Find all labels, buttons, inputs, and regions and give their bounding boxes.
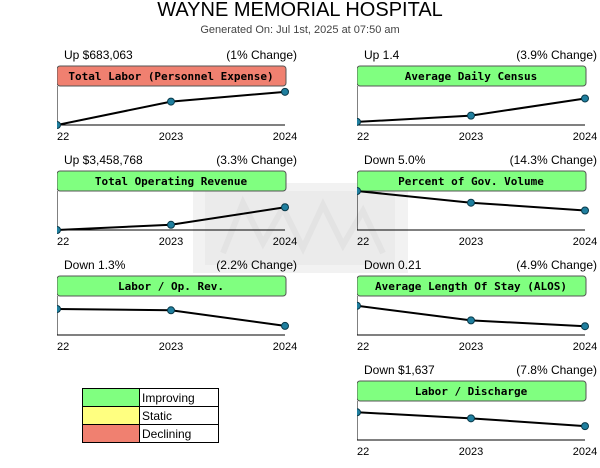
percent-change: (1% Change) [226,48,297,62]
data-point [357,301,361,310]
x-tick-label: 2022 [357,236,369,248]
title-box [57,275,287,297]
x-tick-label: 2024 [273,341,297,353]
chart-title: Total Labor (Personnel Expense) [68,70,273,83]
chart-total-operating-revenue: Total Operating Revenue $105M$110M202220… [57,170,297,248]
legend-swatch-static [82,406,140,425]
percent-change: (2.2% Change) [216,258,297,272]
x-tick-label: 2022 [57,236,69,248]
chart-labor-op-rev: Labor / Op. Rev. 60.0%61.0%62.0%63.0%202… [57,275,297,353]
change-text: Down 0.21 [364,258,422,272]
x-tick-label: 2023 [459,236,483,248]
x-tick-label: 2023 [459,341,483,353]
x-tick-label: 2022 [357,131,369,143]
x-tick-label: 2024 [573,446,597,458]
chart-average-daily-census: Average Daily Census 3638202220232024 [357,65,597,143]
data-point [581,322,589,331]
data-point [467,414,475,423]
x-tick-label: 2023 [159,341,183,353]
legend-swatch-improving [82,388,140,407]
panel-average-daily-census: Up 1.4 (3.9% Change) Average Daily Censu… [357,48,597,153]
title-box [357,65,587,87]
legend-row-improving: Improving [82,388,219,407]
chart-title: Percent of Gov. Volume [398,175,544,188]
data-point [167,220,175,229]
x-tick-label: 2022 [57,341,69,353]
percent-change: (14.3% Change) [509,153,597,167]
chart-title: Average Daily Census [405,70,537,83]
title-box [57,170,287,192]
chart-title: Average Length Of Stay (ALOS) [375,280,567,293]
data-point [281,87,289,96]
x-tick-label: 2024 [573,341,597,353]
report-title: WAYNE MEMORIAL HOSPITAL [157,0,443,21]
change-text: Down $1,637 [364,363,435,377]
panel-average-length-of-stay: Down 0.21 (4.9% Change) Average Length O… [357,258,597,363]
x-tick-label: 2024 [573,236,597,248]
chart-average-length-of-stay: Average Length Of Stay (ALOS) 4.04.24.42… [357,275,597,353]
data-point [281,203,289,212]
change-text: Up $3,458,768 [64,153,143,167]
legend-row-static: Static [82,406,219,425]
data-point [281,321,289,330]
x-tick-label: 2024 [273,236,297,248]
data-point [167,306,175,315]
x-tick-label: 2023 [459,131,483,143]
change-text: Up $683,063 [64,48,133,62]
x-tick-label: 2024 [273,131,297,143]
percent-change: (3.9% Change) [516,48,597,62]
legend-label-static: Static [139,406,219,425]
chart-percent-gov-volume: Percent of Gov. Volume 25.0%30.0%35.0%20… [357,170,597,248]
data-point [57,305,61,313]
change-text: Down 1.3% [64,258,126,272]
chart-title: Total Operating Revenue [95,175,248,188]
title-box [57,65,287,87]
x-tick-label: 2023 [459,446,483,458]
x-tick-label: 2023 [159,236,183,248]
x-tick-label: 2023 [159,131,183,143]
chart-labor-discharge: Labor / Discharge $18k$20k$22k2022202320… [357,380,597,458]
panel-total-labor: Up $683,063 (1% Change) Total Labor (Per… [57,48,297,153]
percent-change: (3.3% Change) [216,153,297,167]
percent-change: (7.8% Change) [516,363,597,377]
data-point [581,94,589,103]
change-text: Up 1.4 [364,48,400,62]
series-line [57,90,286,126]
panel-percent-gov-volume: Down 5.0% (14.3% Change) Percent of Gov.… [357,153,597,258]
title-box [357,275,587,297]
x-tick-label: 2022 [57,131,69,143]
panel-total-operating-revenue: Up $3,458,768 (3.3% Change) Total Operat… [57,153,297,258]
legend-row-declining: Declining [82,424,219,443]
data-point [467,316,475,325]
data-point [57,121,61,129]
legend-swatch-declining [82,424,140,443]
data-point [357,408,361,417]
data-point [167,97,175,106]
chart-title: Labor / Op. Rev. [118,280,224,293]
legend-label-improving: Improving [139,388,219,407]
title-box [357,170,587,192]
data-point [467,111,475,120]
data-point [581,422,589,431]
report-subtitle: Generated On: Jul 1st, 2025 at 07:50 am [200,24,400,36]
panel-labor-op-rev: Down 1.3% (2.2% Change) Labor / Op. Rev.… [57,258,297,363]
watermark-logo [193,183,408,273]
status-legend: Improving Static Declining [82,388,219,443]
legend-label-declining: Declining [139,424,219,443]
data-point [581,206,589,215]
x-tick-label: 2024 [573,131,597,143]
title-box [357,380,587,402]
panel-labor-discharge: Down $1,637 (7.8% Change) Labor / Discha… [357,363,597,468]
data-point [57,226,61,234]
chart-title: Labor / Discharge [415,385,528,398]
x-tick-label: 2022 [357,341,369,353]
x-tick-label: 2022 [357,446,369,458]
data-point [467,198,475,207]
data-point [357,187,361,195]
data-point [357,117,361,126]
chart-total-labor: Total Labor (Personnel Expense) $65M$65.… [57,65,297,143]
change-text: Down 5.0% [364,153,426,167]
percent-change: (4.9% Change) [516,258,597,272]
